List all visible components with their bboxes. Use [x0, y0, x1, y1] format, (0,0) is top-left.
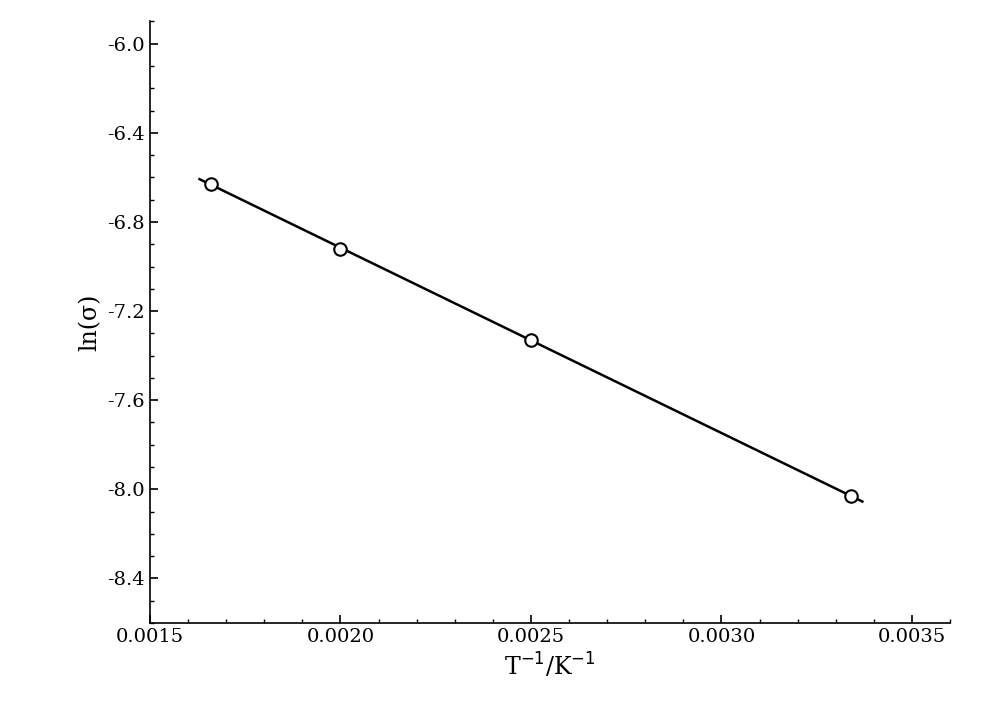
Y-axis label: ln(σ): ln(σ) — [79, 294, 102, 351]
X-axis label: T$^{-1}$/K$^{-1}$: T$^{-1}$/K$^{-1}$ — [504, 652, 596, 680]
